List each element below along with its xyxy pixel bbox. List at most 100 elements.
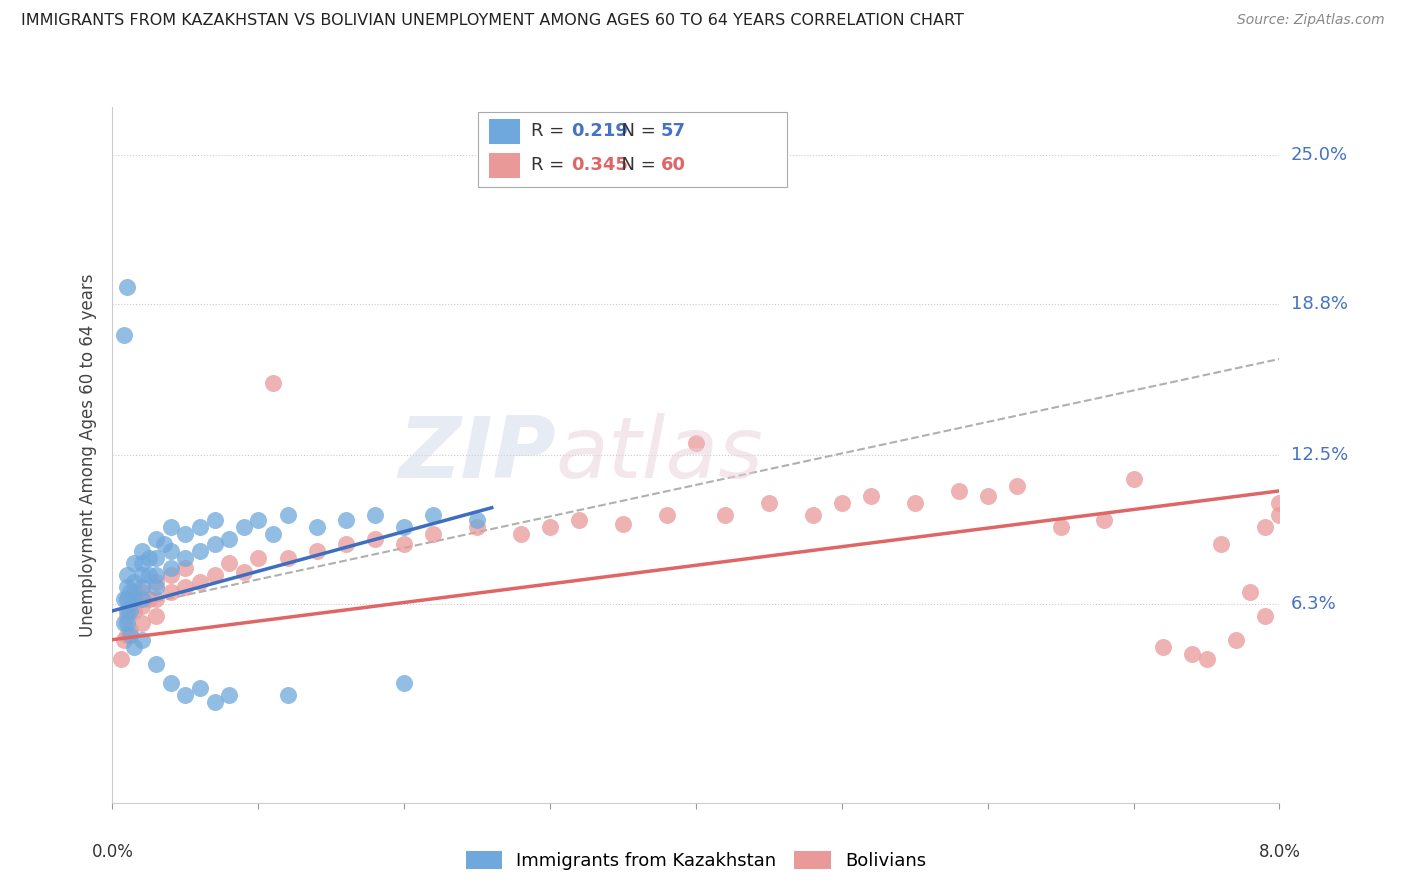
Text: 0.0%: 0.0% xyxy=(91,843,134,861)
Text: 12.5%: 12.5% xyxy=(1291,446,1348,464)
Point xyxy=(118,584,141,599)
Point xyxy=(204,567,226,582)
Point xyxy=(465,520,488,534)
Point xyxy=(124,556,146,570)
Point xyxy=(174,551,197,566)
Point xyxy=(160,584,183,599)
Point xyxy=(1225,632,1247,647)
Point xyxy=(801,508,824,522)
Point xyxy=(262,376,284,390)
Text: 18.8%: 18.8% xyxy=(1291,294,1347,313)
Point xyxy=(115,591,138,606)
Point xyxy=(1209,537,1232,551)
Point xyxy=(115,604,138,618)
Point xyxy=(131,544,153,558)
Point xyxy=(188,575,211,590)
Point xyxy=(1049,520,1071,534)
Point xyxy=(124,575,146,590)
Point xyxy=(131,615,153,630)
Point xyxy=(174,560,197,574)
Point xyxy=(115,615,138,630)
Point xyxy=(145,591,167,606)
Point xyxy=(145,580,167,594)
Point xyxy=(138,591,160,606)
Point xyxy=(115,628,138,642)
Point xyxy=(160,676,183,690)
Point xyxy=(392,676,416,690)
Point xyxy=(118,628,141,642)
Point xyxy=(131,580,153,594)
Text: R =: R = xyxy=(531,156,571,174)
Point xyxy=(174,527,197,541)
Text: N =: N = xyxy=(610,156,662,174)
Point xyxy=(685,436,707,450)
Point xyxy=(112,632,135,647)
Point xyxy=(218,532,240,546)
Point xyxy=(131,556,153,570)
Point xyxy=(112,328,135,343)
Text: 8.0%: 8.0% xyxy=(1258,843,1301,861)
Point xyxy=(160,560,183,574)
Point xyxy=(112,615,135,630)
Point xyxy=(174,688,197,702)
Point xyxy=(204,695,226,709)
Point xyxy=(124,604,146,618)
Point xyxy=(758,496,780,510)
Text: 6.3%: 6.3% xyxy=(1291,595,1336,613)
Point xyxy=(188,544,211,558)
Point xyxy=(568,513,591,527)
Point xyxy=(115,580,138,594)
Point xyxy=(131,632,153,647)
Point xyxy=(1268,496,1291,510)
Point xyxy=(118,623,141,637)
Point xyxy=(1181,647,1204,661)
Point xyxy=(976,489,998,503)
Point xyxy=(422,508,444,522)
Legend: Immigrants from Kazakhstan, Bolivians: Immigrants from Kazakhstan, Bolivians xyxy=(458,844,934,877)
Point xyxy=(364,532,387,546)
Point xyxy=(174,580,197,594)
Point xyxy=(131,599,153,613)
Point xyxy=(392,520,416,534)
Point xyxy=(335,513,357,527)
Point xyxy=(1239,584,1261,599)
Point xyxy=(131,584,153,599)
Point xyxy=(188,681,211,695)
Point xyxy=(204,537,226,551)
Point xyxy=(831,496,853,510)
Text: 57: 57 xyxy=(661,122,686,140)
Point xyxy=(218,556,240,570)
Point xyxy=(204,513,226,527)
Text: 25.0%: 25.0% xyxy=(1291,146,1348,164)
Point xyxy=(364,508,387,522)
Point xyxy=(262,527,284,541)
Point xyxy=(276,688,298,702)
Point xyxy=(509,527,531,541)
Point xyxy=(131,591,153,606)
Text: N =: N = xyxy=(610,122,662,140)
Point xyxy=(276,508,298,522)
Point xyxy=(859,489,883,503)
Point xyxy=(305,544,328,558)
Point xyxy=(124,584,146,599)
Point xyxy=(714,508,737,522)
Text: Source: ZipAtlas.com: Source: ZipAtlas.com xyxy=(1237,13,1385,28)
Point xyxy=(1254,520,1277,534)
Point xyxy=(335,537,357,551)
Text: 0.219: 0.219 xyxy=(571,122,627,140)
Point xyxy=(110,652,132,666)
Point xyxy=(1254,608,1277,623)
Point xyxy=(1094,513,1116,527)
Y-axis label: Unemployment Among Ages 60 to 64 years: Unemployment Among Ages 60 to 64 years xyxy=(79,273,97,637)
Point xyxy=(145,551,167,566)
Point xyxy=(218,688,240,702)
Point xyxy=(152,537,174,551)
Point xyxy=(160,544,183,558)
Point xyxy=(276,551,298,566)
Point xyxy=(422,527,444,541)
Point xyxy=(138,567,160,582)
Point xyxy=(612,517,634,532)
Point xyxy=(145,567,167,582)
Point xyxy=(118,604,141,618)
Point xyxy=(131,567,153,582)
